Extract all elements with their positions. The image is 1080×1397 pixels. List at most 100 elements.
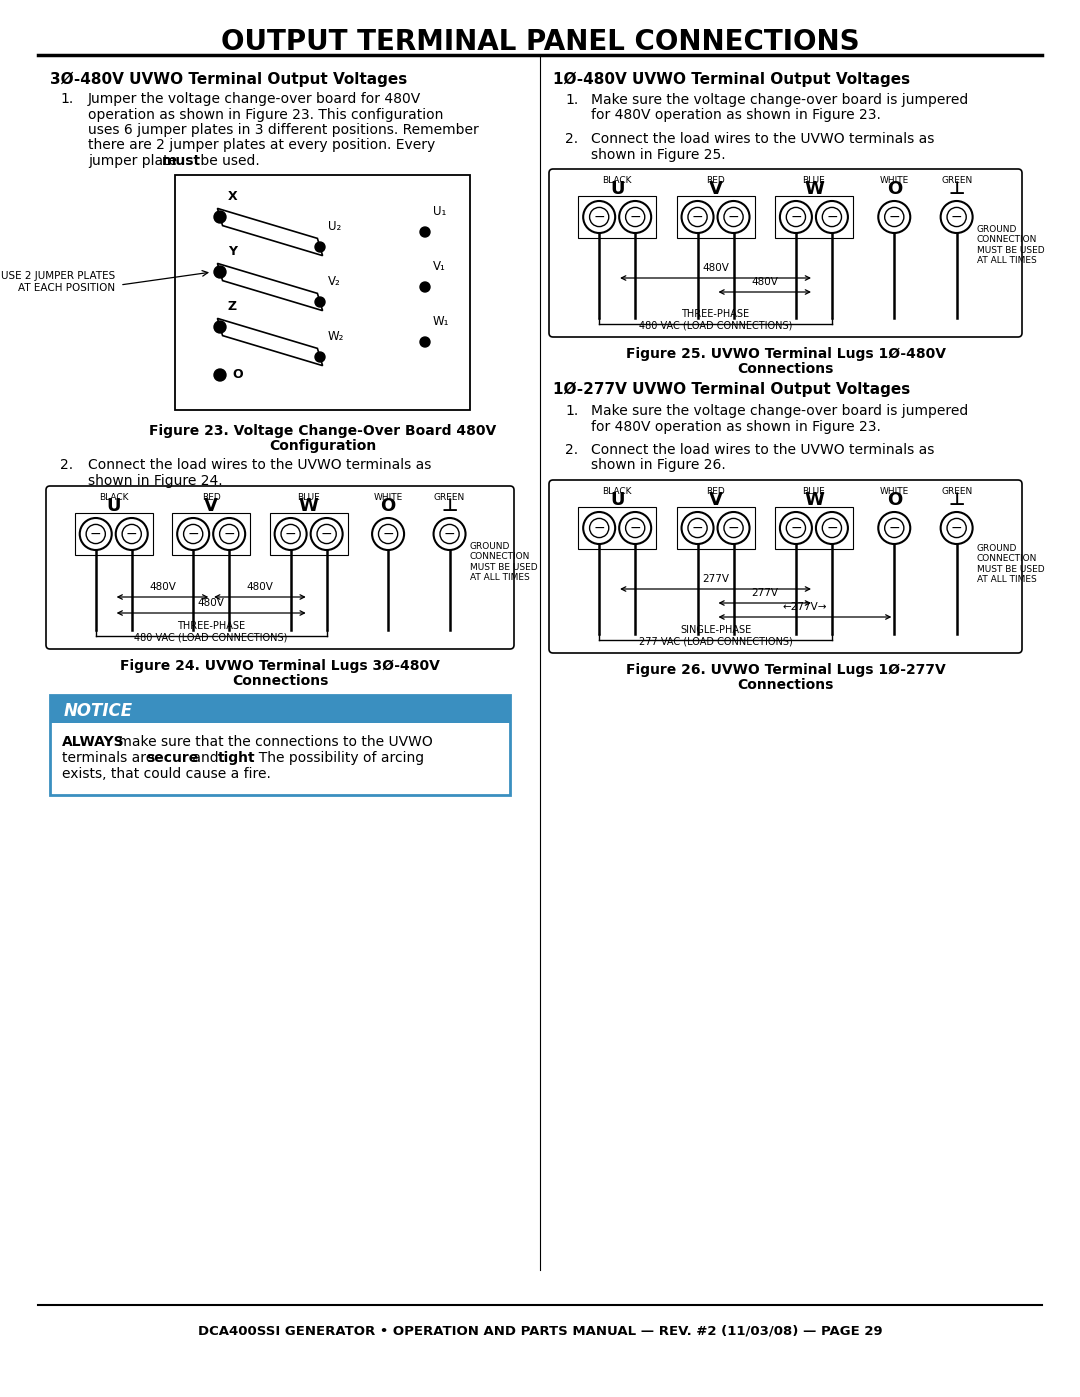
Text: shown in Figure 25.: shown in Figure 25.	[591, 148, 726, 162]
Text: Make sure the voltage change-over board is jumpered: Make sure the voltage change-over board …	[591, 404, 969, 418]
Text: −: −	[444, 527, 456, 541]
FancyBboxPatch shape	[172, 513, 251, 555]
Text: −: −	[826, 210, 838, 224]
Text: −: −	[593, 521, 605, 535]
Circle shape	[786, 207, 806, 226]
Text: U₁: U₁	[433, 205, 446, 218]
Text: −: −	[950, 210, 962, 224]
Circle shape	[583, 201, 616, 233]
Text: Configuration: Configuration	[269, 439, 376, 453]
Text: 2.: 2.	[565, 131, 578, 147]
Circle shape	[625, 518, 645, 538]
Polygon shape	[217, 264, 323, 310]
Circle shape	[815, 201, 848, 233]
Text: Figure 25. UVWO Terminal Lugs 1Ø-480V: Figure 25. UVWO Terminal Lugs 1Ø-480V	[625, 346, 945, 360]
Circle shape	[80, 518, 111, 550]
Text: RED: RED	[202, 493, 220, 502]
Circle shape	[717, 201, 750, 233]
Text: make sure that the connections to the UVWO: make sure that the connections to the UV…	[114, 735, 433, 749]
Text: W: W	[804, 490, 824, 509]
Text: 480V: 480V	[198, 598, 225, 608]
Circle shape	[214, 211, 226, 224]
Circle shape	[433, 518, 465, 550]
Text: USE 2 JUMPER PLATES
AT EACH POSITION: USE 2 JUMPER PLATES AT EACH POSITION	[1, 271, 114, 293]
Circle shape	[215, 321, 225, 332]
Text: W₂: W₂	[328, 330, 345, 344]
Circle shape	[878, 511, 910, 543]
FancyBboxPatch shape	[175, 175, 470, 409]
Bar	[50, 694, 510, 724]
Circle shape	[215, 267, 225, 277]
FancyBboxPatch shape	[46, 486, 514, 650]
Text: W: W	[804, 180, 824, 198]
Text: Connect the load wires to the UVWO terminals as: Connect the load wires to the UVWO termi…	[591, 443, 934, 457]
Text: shown in Figure 24.: shown in Figure 24.	[87, 474, 222, 488]
FancyBboxPatch shape	[75, 513, 152, 555]
Circle shape	[885, 518, 904, 538]
Text: −: −	[285, 527, 296, 541]
Text: BLUE: BLUE	[802, 176, 825, 184]
Circle shape	[122, 524, 141, 543]
Text: there are 2 jumper plates at every position. Every: there are 2 jumper plates at every posit…	[87, 138, 435, 152]
Text: U: U	[107, 497, 121, 515]
FancyBboxPatch shape	[549, 169, 1022, 337]
Text: ⊥: ⊥	[948, 180, 964, 198]
Text: BLUE: BLUE	[297, 493, 320, 502]
Text: U: U	[610, 490, 624, 509]
Circle shape	[780, 201, 812, 233]
Text: −: −	[791, 210, 801, 224]
Text: Make sure the voltage change-over board is jumpered: Make sure the voltage change-over board …	[591, 94, 969, 108]
Circle shape	[318, 524, 336, 543]
Text: 1Ø-480V UVWO Terminal Output Voltages: 1Ø-480V UVWO Terminal Output Voltages	[553, 73, 910, 88]
Text: BLUE: BLUE	[802, 488, 825, 496]
Text: WHITE: WHITE	[879, 488, 909, 496]
Text: ALWAYS: ALWAYS	[62, 735, 124, 749]
FancyBboxPatch shape	[50, 694, 510, 795]
Circle shape	[281, 524, 300, 543]
Text: −: −	[321, 527, 333, 541]
Text: O: O	[887, 490, 902, 509]
Text: V₁: V₁	[433, 260, 446, 272]
Text: NOTICE: NOTICE	[64, 703, 133, 719]
Text: −: −	[630, 210, 642, 224]
Circle shape	[86, 524, 106, 543]
Text: −: −	[691, 210, 703, 224]
Text: −: −	[728, 521, 740, 535]
Circle shape	[619, 511, 651, 543]
Text: V₂: V₂	[328, 275, 341, 288]
Circle shape	[440, 524, 459, 543]
Text: −: −	[728, 210, 740, 224]
Circle shape	[315, 298, 325, 307]
FancyBboxPatch shape	[676, 196, 755, 237]
Text: −: −	[950, 521, 962, 535]
Circle shape	[177, 518, 210, 550]
Circle shape	[724, 207, 743, 226]
Text: 480V: 480V	[752, 277, 779, 286]
Text: secure: secure	[146, 752, 199, 766]
Text: −: −	[224, 527, 235, 541]
FancyBboxPatch shape	[549, 481, 1022, 652]
Text: GREEN: GREEN	[941, 176, 972, 184]
Circle shape	[815, 511, 848, 543]
Circle shape	[315, 242, 325, 251]
Text: O: O	[887, 180, 902, 198]
Text: GROUND
CONNECTION
MUST BE USED
AT ALL TIMES: GROUND CONNECTION MUST BE USED AT ALL TI…	[976, 543, 1044, 584]
Text: for 480V operation as shown in Figure 23.: for 480V operation as shown in Figure 23…	[591, 109, 881, 123]
Text: W: W	[299, 497, 319, 515]
Text: Connect the load wires to the UVWO terminals as: Connect the load wires to the UVWO termi…	[87, 458, 431, 472]
Text: . The possibility of arcing: . The possibility of arcing	[249, 752, 424, 766]
Circle shape	[885, 207, 904, 226]
Text: −: −	[791, 521, 801, 535]
Text: DCA400SSI GENERATOR • OPERATION AND PARTS MANUAL — REV. #2 (11/03/08) — PAGE 29: DCA400SSI GENERATOR • OPERATION AND PART…	[198, 1324, 882, 1338]
Text: BLACK: BLACK	[603, 176, 632, 184]
Circle shape	[724, 518, 743, 538]
Text: −: −	[889, 521, 900, 535]
Text: W₁: W₁	[433, 314, 449, 328]
Circle shape	[274, 518, 307, 550]
Circle shape	[590, 518, 609, 538]
Text: V: V	[708, 180, 723, 198]
Text: V: V	[204, 497, 218, 515]
Circle shape	[878, 201, 910, 233]
Text: GROUND
CONNECTION
MUST BE USED
AT ALL TIMES: GROUND CONNECTION MUST BE USED AT ALL TI…	[470, 542, 537, 583]
Text: 1.: 1.	[565, 404, 578, 418]
